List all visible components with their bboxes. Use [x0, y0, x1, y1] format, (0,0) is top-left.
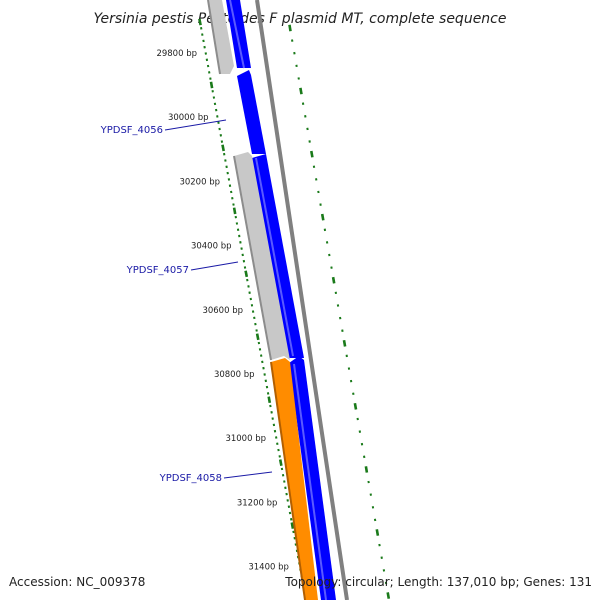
- major-tick: [255, 333, 260, 341]
- gene-label-group: YPDSF_4056 YPDSF_4057 YPDSF_4058: [100, 119, 273, 484]
- major-tick: [310, 150, 314, 158]
- major-tick: [209, 81, 214, 89]
- gene-feature-ypdsf-4057: [234, 152, 290, 360]
- major-tick: [353, 402, 358, 410]
- position-label: 30200 bp: [179, 177, 220, 187]
- major-tick: [320, 213, 325, 221]
- major-tick: [288, 24, 292, 32]
- major-tick: [267, 396, 272, 404]
- position-labels: 29800 bp 30000 bp 30200 bp 30400 bp 30600 bp…: [156, 49, 288, 573]
- major-tick: [299, 87, 303, 95]
- gene-shadow-ypdsf-4058: [270, 361, 306, 600]
- major-tick: [364, 466, 369, 473]
- cds-segment-2: [237, 70, 266, 154]
- major-tick: [278, 459, 283, 467]
- position-label: 31200 bp: [237, 498, 278, 508]
- gene-label-ypdsf-4058[interactable]: YPDSF_4058: [159, 473, 222, 484]
- gene-label-ypdsf-4056[interactable]: YPDSF_4056: [100, 125, 163, 136]
- major-tick: [342, 339, 347, 347]
- map-title: Yersinia pestis Pestoides F plasmid MT, …: [93, 11, 506, 27]
- cds-highlight-2: [255, 157, 294, 357]
- gene-leader-ypdsf-4056: [164, 119, 227, 131]
- gene-leader-ypdsf-4058: [223, 471, 273, 479]
- sequence-backbone: [255, 0, 349, 600]
- gene-leader-ypdsf-4057: [190, 261, 239, 271]
- major-tick: [198, 18, 202, 26]
- position-label: 31400 bp: [248, 563, 289, 573]
- cds-segment-1: [226, 0, 251, 68]
- major-tick: [386, 592, 391, 599]
- major-tick: [244, 270, 249, 278]
- major-tick: [232, 207, 237, 215]
- position-label: 30800 bp: [214, 370, 255, 380]
- gene-feature-ypdsf-4056: [208, 0, 234, 74]
- gene-shadow-ypdsf-4056: [207, 0, 221, 75]
- cds-highlight-1: [229, 0, 245, 69]
- position-label: 30400 bp: [191, 242, 232, 252]
- cds-highlight-3: [293, 363, 327, 600]
- position-label: 30000 bp: [168, 113, 209, 123]
- outer-tick-track: [288, 24, 391, 599]
- major-tick: [221, 144, 225, 152]
- major-tick: [375, 529, 380, 536]
- topology-label: Topology: circular; Length: 137,010 bp; …: [285, 575, 592, 589]
- accession-label: Accession: NC_009378: [9, 575, 146, 589]
- position-label: 30600 bp: [202, 306, 243, 316]
- gene-shadow-ypdsf-4057: [233, 155, 272, 361]
- major-tick: [331, 276, 336, 284]
- position-label: 31000 bp: [225, 434, 266, 444]
- major-tick: [290, 522, 295, 529]
- position-label: 29800 bp: [156, 49, 197, 59]
- gene-feature-ypdsf-4058: [271, 358, 318, 600]
- gene-label-ypdsf-4057[interactable]: YPDSF_4057: [126, 265, 189, 276]
